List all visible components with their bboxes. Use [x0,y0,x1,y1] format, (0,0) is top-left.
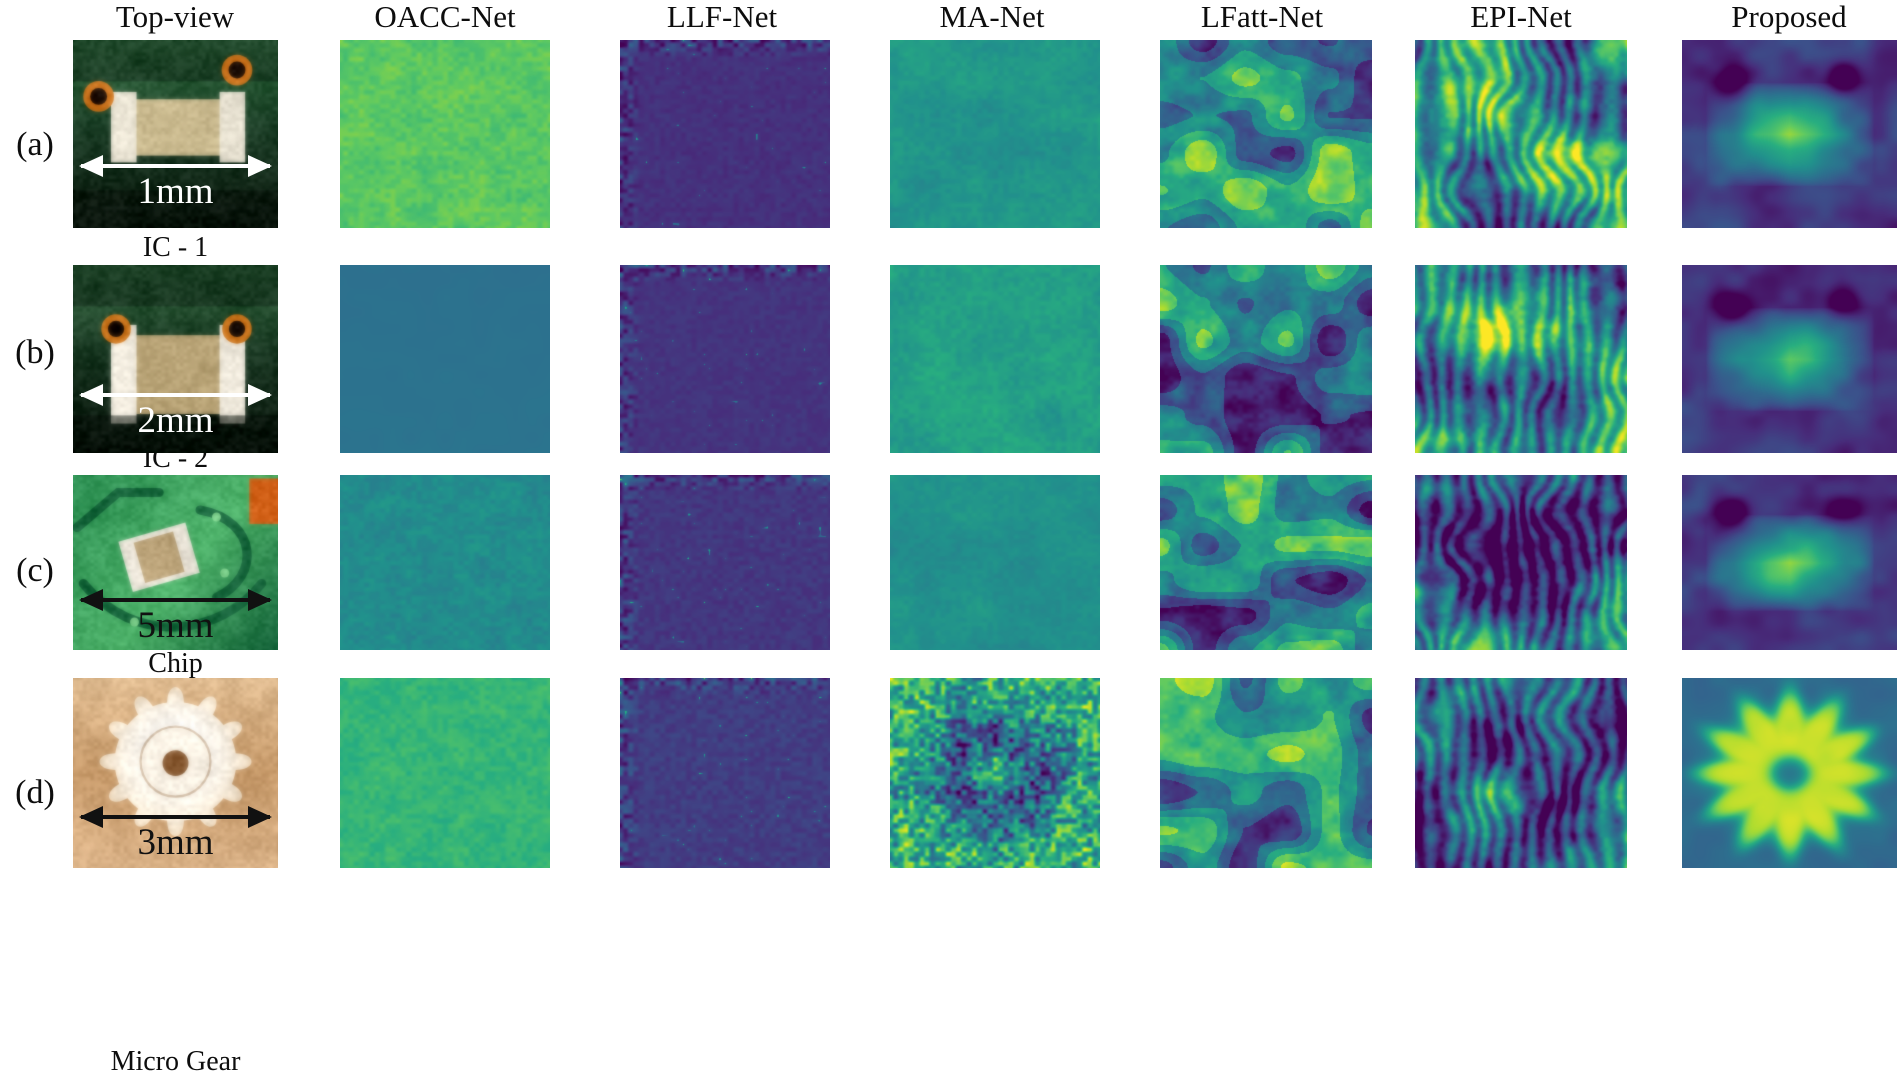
depthmap-epi-row3 [1415,678,1627,868]
depthmap-oacc-row3 [340,678,550,868]
canvas-proposed-row0 [1682,40,1897,228]
topview-photo-topview-row1: 2mm [73,265,278,453]
canvas-oacc-row1 [340,265,550,453]
depthmap-ma-row0 [890,40,1100,228]
depthmap-lfatt-row2 [1160,475,1372,650]
canvas-oacc-row2 [340,475,550,650]
depthmap-lfatt-row0 [1160,40,1372,228]
depthmap-lfatt-row1 [1160,265,1372,453]
depthmap-proposed-row0 [1682,40,1897,228]
topview-photo-topview-row2: 5mm [73,475,278,650]
column-header-lfatt: LFatt-Net [1200,0,1324,34]
column-header-oacc: OACC-Net [374,0,516,34]
depthmap-epi-row0 [1415,40,1627,228]
column-header-epi: EPI-Net [1470,0,1572,34]
row-label-3: (d) [15,774,55,811]
depthmap-oacc-row1 [340,265,550,453]
depthmap-epi-row2 [1415,475,1627,650]
canvas-topview-row2 [73,475,278,650]
row-caption-2: Chip [148,648,203,679]
canvas-epi-row3 [1415,678,1627,868]
canvas-oacc-row0 [340,40,550,228]
depthmap-lfatt-row3 [1160,678,1372,868]
depthmap-oacc-row2 [340,475,550,650]
canvas-proposed-row1 [1682,265,1897,453]
canvas-llf-row1 [620,265,830,453]
topview-photo-topview-row3: 3mm [73,678,278,868]
canvas-oacc-row3 [340,678,550,868]
row-label-1: (b) [15,334,55,371]
depthmap-proposed-row2 [1682,475,1897,650]
canvas-llf-row2 [620,475,830,650]
depthmap-ma-row2 [890,475,1100,650]
canvas-ma-row2 [890,475,1100,650]
canvas-topview-row1 [73,265,278,453]
row-label-2: (c) [16,552,54,589]
canvas-topview-row3 [73,678,278,868]
canvas-lfatt-row1 [1160,265,1372,453]
canvas-proposed-row2 [1682,475,1897,650]
column-header-llf: LLF-Net [666,0,778,34]
depthmap-llf-row1 [620,265,830,453]
column-header-proposed: Proposed [1731,0,1847,34]
row-caption-0: IC - 1 [142,232,209,263]
canvas-proposed-row3 [1682,678,1897,868]
canvas-ma-row0 [890,40,1100,228]
canvas-ma-row1 [890,265,1100,453]
depthmap-llf-row2 [620,475,830,650]
column-header-topview: Top-view [115,0,235,34]
canvas-epi-row1 [1415,265,1627,453]
topview-photo-topview-row0: 1mm [73,40,278,228]
canvas-lfatt-row3 [1160,678,1372,868]
depthmap-proposed-row1 [1682,265,1897,453]
row-caption-3: Micro Gear [110,1046,241,1077]
depthmap-ma-row3 [890,678,1100,868]
canvas-epi-row2 [1415,475,1627,650]
canvas-topview-row0 [73,40,278,228]
canvas-epi-row0 [1415,40,1627,228]
canvas-llf-row0 [620,40,830,228]
canvas-llf-row3 [620,678,830,868]
depthmap-llf-row0 [620,40,830,228]
row-label-0: (a) [16,126,54,163]
canvas-lfatt-row0 [1160,40,1372,228]
column-header-ma: MA-Net [939,0,1045,34]
depthmap-oacc-row0 [340,40,550,228]
canvas-lfatt-row2 [1160,475,1372,650]
depthmap-epi-row1 [1415,265,1627,453]
depthmap-proposed-row3 [1682,678,1897,868]
canvas-ma-row3 [890,678,1100,868]
depthmap-ma-row1 [890,265,1100,453]
depthmap-llf-row3 [620,678,830,868]
